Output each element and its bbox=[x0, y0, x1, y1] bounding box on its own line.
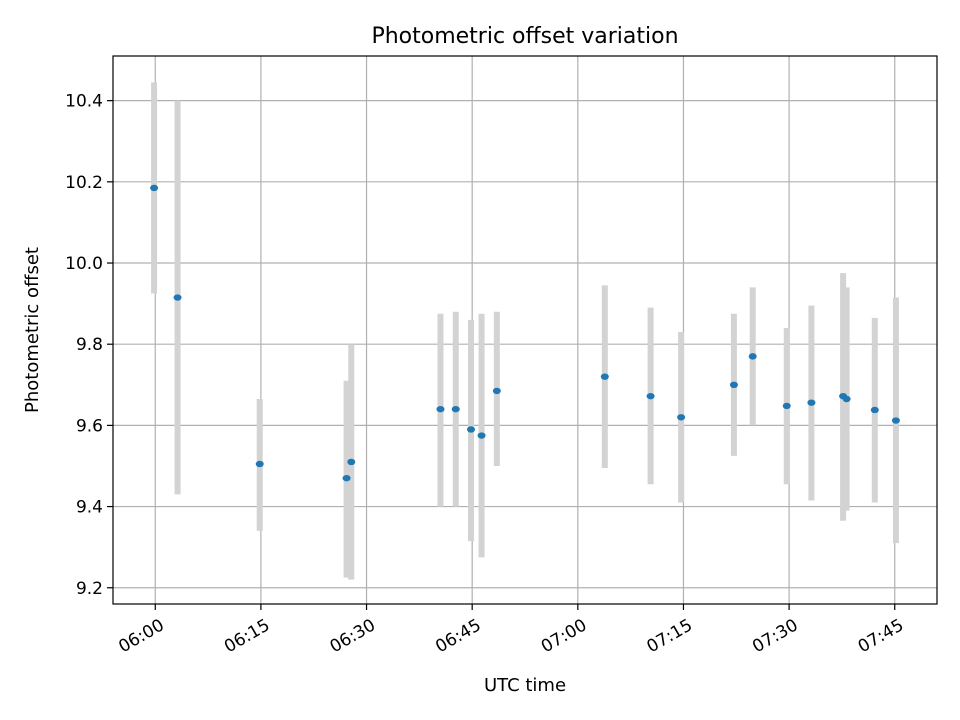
data-point bbox=[342, 474, 351, 482]
data-points bbox=[150, 184, 900, 482]
data-point bbox=[842, 395, 851, 403]
data-point bbox=[255, 460, 264, 468]
data-point bbox=[451, 405, 460, 413]
data-point bbox=[870, 406, 879, 414]
y-tick-label: 9.6 bbox=[76, 416, 103, 436]
y-tick-label: 10.0 bbox=[65, 254, 103, 274]
data-point bbox=[150, 184, 159, 192]
data-point bbox=[492, 387, 501, 395]
chart-title: Photometric offset variation bbox=[371, 24, 678, 49]
data-point bbox=[600, 373, 609, 380]
data-point bbox=[477, 432, 486, 439]
data-point bbox=[782, 402, 791, 410]
y-tick-label: 10.4 bbox=[65, 92, 103, 112]
data-point bbox=[748, 353, 757, 360]
y-tick-label: 9.2 bbox=[76, 579, 103, 599]
data-point bbox=[173, 294, 182, 301]
data-point bbox=[646, 392, 655, 400]
grid bbox=[113, 56, 937, 604]
y-tick-label: 9.4 bbox=[76, 498, 103, 518]
y-axis-label: Photometric offset bbox=[22, 247, 43, 413]
plot-area-frame bbox=[112, 55, 938, 605]
x-axis-label: UTC time bbox=[484, 675, 566, 696]
y-tick-label: 10.2 bbox=[65, 173, 103, 193]
data-point bbox=[891, 417, 900, 424]
data-point bbox=[347, 458, 356, 466]
data-point bbox=[729, 381, 738, 388]
y-tick-label: 9.8 bbox=[76, 335, 103, 355]
data-point bbox=[677, 414, 686, 421]
data-point bbox=[467, 426, 476, 433]
data-point bbox=[807, 399, 816, 406]
y-axis-ticks: 9.2 9.4 9.6 9.8 10.0 10.2 10.4 bbox=[65, 92, 113, 599]
data-point bbox=[436, 405, 445, 413]
